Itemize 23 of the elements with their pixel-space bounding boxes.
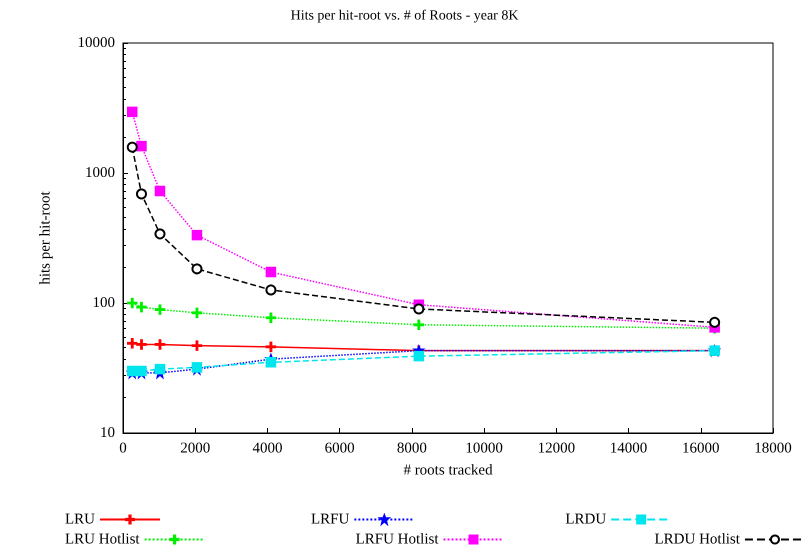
- y-tick-label: 10: [100, 425, 115, 441]
- x-tick-label: 18000: [754, 440, 792, 456]
- x-tick-label: 2000: [180, 440, 210, 456]
- x-tick-label: 12000: [538, 440, 576, 456]
- y-axis-title: hits per hit-root: [38, 190, 54, 285]
- y-tick-label: 1000: [85, 165, 115, 181]
- y-tick-label: 10000: [78, 35, 115, 51]
- x-tick-label: 6000: [324, 440, 355, 456]
- legend-label: LRDU: [565, 512, 606, 528]
- legend-label: LRFU: [311, 512, 350, 528]
- x-tick-label: 4000: [252, 440, 282, 456]
- legend-label: LRFU Hotlist: [356, 532, 440, 548]
- x-tick-label: 0: [119, 440, 127, 456]
- legend-label: LRU Hotlist: [64, 532, 140, 548]
- y-tick-label: 100: [92, 295, 115, 311]
- x-tick-label: 14000: [610, 440, 648, 456]
- x-tick-label: 16000: [682, 440, 720, 456]
- x-tick-label: 10000: [465, 440, 503, 456]
- x-axis-title: # roots tracked: [403, 462, 494, 478]
- x-tick-label: 8000: [396, 440, 427, 456]
- chart-title: Hits per hit-root vs. # of Roots - year 8K: [290, 8, 518, 24]
- legend-label: LRU: [65, 512, 96, 528]
- legend-label: LRDU Hotlist: [654, 532, 741, 548]
